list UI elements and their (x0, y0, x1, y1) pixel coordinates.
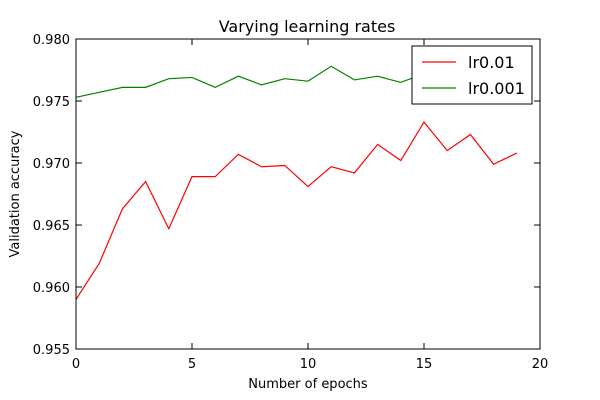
y-tick-label: 0.980 (33, 33, 70, 48)
plot-frame (75, 38, 541, 350)
legend-label: lr0.01 (468, 53, 515, 72)
x-tick-label: 5 (188, 357, 196, 372)
y-tick-label: 0.955 (33, 343, 70, 358)
x-tick-label: 15 (416, 357, 433, 372)
y-tick-label: 0.960 (33, 281, 70, 296)
x-tick-label: 20 (532, 357, 549, 372)
x-tick-label: 10 (300, 357, 317, 372)
x-tick-label: 0 (72, 357, 80, 372)
y-axis-label: Validation accuracy (8, 130, 23, 257)
legend: lr0.01 lr0.001 (411, 45, 533, 105)
x-axis-label: Number of epochs (248, 377, 368, 392)
legend-label: lr0.001 (468, 79, 525, 98)
y-axis-ticks: 0.955 0.960 0.965 0.970 0.975 0.980 (33, 33, 540, 358)
x-axis-ticks: 0 5 10 15 20 (72, 39, 548, 372)
y-tick-label: 0.965 (33, 219, 70, 234)
chart-title: Varying learning rates (219, 17, 396, 36)
legend-box (411, 45, 533, 105)
y-tick-label: 0.970 (33, 157, 70, 172)
y-tick-label: 0.975 (33, 95, 70, 110)
series-line-lr0.01 (75, 121, 518, 300)
